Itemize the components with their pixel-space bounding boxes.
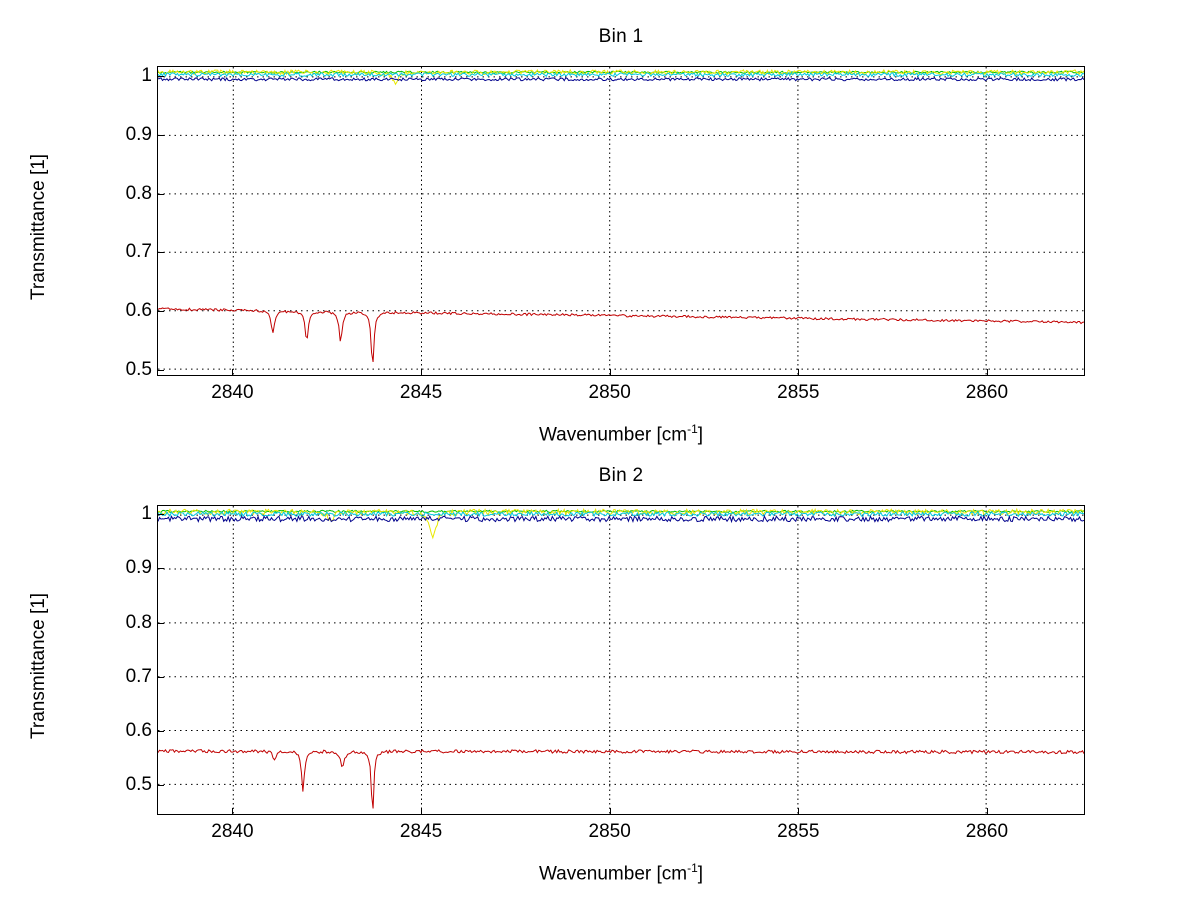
x-axis-label-bin-2: Wavenumber [cm-1] — [157, 861, 1085, 885]
y-tick-mark — [157, 514, 164, 516]
data-series-trace-red-transmittance — [158, 750, 1084, 809]
y-tick-label: 1 — [141, 503, 152, 525]
x-tick-mark — [421, 369, 423, 376]
y-tick-mark — [157, 568, 164, 570]
x-tick-mark — [232, 808, 234, 815]
y-tick-label: 0.6 — [125, 300, 152, 322]
data-series-trace-navy — [158, 516, 1084, 521]
x-tick-mark — [609, 369, 611, 376]
y-tick-label: 1 — [141, 65, 152, 86]
y-tick-mark — [157, 730, 164, 732]
y-tick-mark — [157, 785, 164, 787]
y-tick-mark — [157, 676, 164, 678]
x-axis-label-bin-1: Wavenumber [cm-1] — [157, 422, 1085, 446]
y-axis-ticks-bin-1: 0.5 0.6 0.7 0.8 0.9 1 — [52, 65, 164, 380]
y-tick-label: 0.8 — [125, 182, 152, 204]
x-tick-label: 2855 — [777, 821, 820, 842]
axes-box-bin-2 — [157, 505, 1085, 815]
y-tick-label: 0.9 — [125, 557, 152, 579]
y-tick-label: 0.5 — [125, 774, 152, 796]
x-tick-label: 2840 — [211, 382, 254, 403]
axes-box-bin-1 — [157, 66, 1085, 376]
plot-panel-bin-2: Bin 2 0.5 0.6 0.7 0.8 0.9 1 2840 2845 2850 2855 2… — [0, 451, 1200, 901]
y-tick-label: 0.7 — [125, 241, 152, 263]
x-tick-label: 2855 — [777, 382, 820, 403]
page-title-bin-2: Bin 2 — [598, 465, 644, 486]
plot-panel-bin-1: Bin 1 0.5 0.6 0.7 0.8 0.9 1 2840 2845 2850 2855 2… — [0, 0, 1200, 450]
y-tick-label: 0.9 — [125, 123, 152, 145]
x-tick-mark — [798, 369, 800, 376]
x-tick-mark — [986, 808, 988, 815]
y-tick-label: 0.5 — [125, 359, 152, 381]
y-tick-mark — [157, 76, 164, 77]
data-series-trace-cyan — [158, 73, 1084, 76]
y-tick-label: 0.8 — [125, 611, 152, 633]
page-title-bin-1: Bin 1 — [598, 26, 644, 47]
x-axis-label-bracket-bin-2: ] — [697, 863, 704, 885]
y-axis-label-bin-1: Transmittance [1] — [28, 153, 49, 300]
plot-area-bin-1 — [158, 67, 1084, 375]
x-tick-mark — [986, 369, 988, 376]
y-tick-mark — [157, 134, 164, 136]
data-series-trace-red-transmittance — [158, 308, 1084, 362]
y-tick-mark — [157, 252, 164, 254]
y-tick-mark — [157, 370, 164, 372]
x-tick-mark — [798, 808, 800, 815]
data-series-trace-yellow — [158, 70, 1084, 84]
data-series-trace-navy — [158, 78, 1084, 81]
x-tick-label: 2845 — [399, 382, 443, 403]
x-tick-label: 2860 — [965, 821, 1009, 842]
x-axis-label-bracket-bin-1: ] — [697, 424, 704, 446]
x-tick-mark — [232, 369, 234, 376]
x-tick-mark — [421, 808, 423, 815]
y-tick-mark — [157, 311, 164, 313]
data-series-trace-cyan — [158, 512, 1084, 516]
data-series-trace-yellow — [158, 509, 1084, 538]
x-tick-mark — [609, 808, 611, 815]
x-tick-label: 2850 — [588, 382, 631, 403]
y-axis-ticks-bin-2: 0.5 0.6 0.7 0.8 0.9 1 — [52, 503, 164, 815]
x-tick-label: 2850 — [588, 821, 631, 842]
y-tick-mark — [157, 193, 164, 195]
y-tick-label: 0.6 — [125, 719, 152, 741]
x-tick-label: 2845 — [399, 821, 443, 842]
x-tick-label: 2860 — [965, 382, 1009, 403]
x-axis-label-text-bin-1: Wavenumber [cm — [538, 424, 688, 446]
y-axis-label-bin-2: Transmittance [1] — [28, 592, 49, 739]
y-tick-mark — [157, 622, 164, 624]
x-axis-label-exponent-bin-2: -1 — [687, 861, 698, 875]
plot-area-bin-2 — [158, 506, 1084, 814]
x-axis-label-text-bin-2: Wavenumber [cm — [538, 863, 688, 885]
y-tick-label: 0.7 — [125, 665, 152, 687]
x-tick-label: 2840 — [211, 821, 254, 842]
x-axis-label-exponent-bin-1: -1 — [687, 422, 698, 436]
